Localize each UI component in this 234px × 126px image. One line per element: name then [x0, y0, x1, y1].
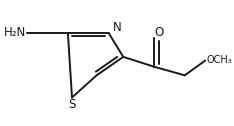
- Text: S: S: [68, 98, 76, 111]
- Text: H₂N: H₂N: [4, 26, 26, 39]
- Text: OCH₃: OCH₃: [206, 55, 232, 65]
- Text: N: N: [113, 21, 121, 34]
- Text: O: O: [154, 26, 164, 39]
